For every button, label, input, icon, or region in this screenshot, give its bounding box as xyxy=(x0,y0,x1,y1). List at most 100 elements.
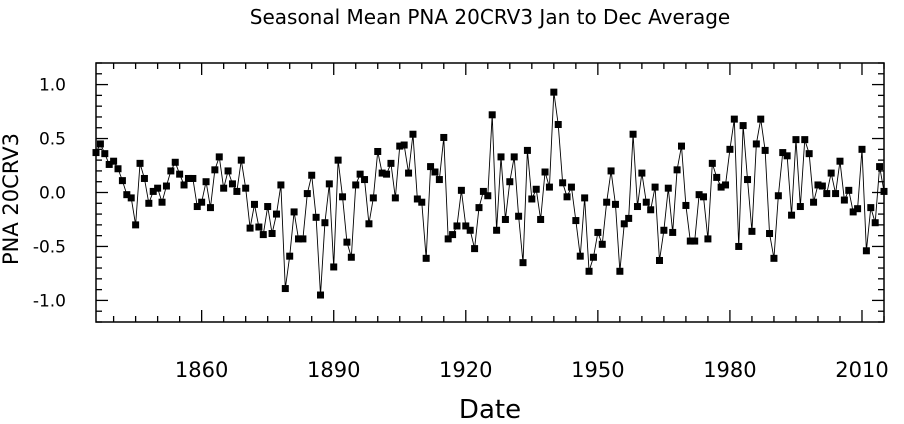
data-point xyxy=(484,192,492,200)
data-point xyxy=(611,200,619,208)
series-markers-group xyxy=(92,88,888,299)
data-point xyxy=(268,230,276,238)
y-tick-label: -0.5 xyxy=(33,237,66,257)
x-tick-label: 1890 xyxy=(307,358,360,382)
x-axis-label: Date xyxy=(459,395,521,424)
data-point xyxy=(779,149,787,157)
data-point xyxy=(479,187,487,195)
data-point xyxy=(321,219,329,227)
data-point xyxy=(545,183,553,191)
data-point xyxy=(184,174,192,182)
data-point xyxy=(369,194,377,202)
data-point xyxy=(418,198,426,206)
data-point xyxy=(136,159,144,167)
data-point xyxy=(255,223,263,231)
data-point xyxy=(198,198,206,206)
data-point xyxy=(105,160,113,168)
data-point xyxy=(673,166,681,174)
data-point xyxy=(845,186,853,194)
y-tick-label: 0.5 xyxy=(39,130,66,150)
data-point xyxy=(589,253,597,261)
data-point xyxy=(132,221,140,229)
data-point xyxy=(242,184,250,192)
data-point xyxy=(576,252,584,260)
data-point xyxy=(792,136,800,144)
data-point xyxy=(801,136,809,144)
data-point xyxy=(123,191,131,199)
data-point xyxy=(783,152,791,160)
data-point xyxy=(215,153,223,161)
data-point xyxy=(678,142,685,150)
data-point xyxy=(224,167,232,175)
data-point xyxy=(523,146,531,154)
data-point xyxy=(259,231,267,239)
data-point xyxy=(352,181,360,189)
data-point xyxy=(312,213,320,221)
data-point xyxy=(730,115,738,123)
data-point xyxy=(303,190,311,198)
data-point xyxy=(700,193,708,201)
data-point xyxy=(286,252,294,260)
data-point xyxy=(598,240,606,248)
data-point xyxy=(114,165,122,173)
data-point xyxy=(118,177,126,185)
data-point xyxy=(818,182,826,190)
data-point xyxy=(594,228,602,236)
data-point xyxy=(629,130,637,138)
data-point xyxy=(840,196,848,204)
data-point xyxy=(528,195,536,203)
data-point xyxy=(603,198,611,206)
y-tick-label: 1.0 xyxy=(39,76,66,96)
data-point xyxy=(704,235,712,243)
data-point xyxy=(532,185,540,193)
data-point xyxy=(788,211,796,219)
x-tick-label: 1980 xyxy=(703,358,756,382)
data-point xyxy=(655,256,663,264)
data-point xyxy=(607,167,615,175)
data-point xyxy=(290,208,298,216)
x-tick-label: 1920 xyxy=(439,358,492,382)
data-point xyxy=(347,253,355,261)
data-point xyxy=(246,224,254,232)
data-point xyxy=(471,245,479,253)
y-tick-label: -1.0 xyxy=(33,291,66,311)
data-point xyxy=(431,168,439,176)
data-point xyxy=(854,205,862,213)
plot-area: 1860 1890 1920 1950 1980 2010 -1.0 -0.5 0.0 0.5 1.… xyxy=(33,62,889,382)
x-tick-label: 2010 xyxy=(835,358,888,382)
data-point xyxy=(871,219,879,227)
data-point xyxy=(519,259,527,267)
data-point xyxy=(154,184,162,192)
data-point xyxy=(537,215,545,223)
data-point xyxy=(127,194,135,202)
axes-group: 1860 1890 1920 1950 1980 2010 -1.0 -0.5 0.0 0.5 1.… xyxy=(33,62,889,382)
data-point xyxy=(206,204,214,212)
data-point xyxy=(726,145,734,153)
data-point xyxy=(858,145,866,153)
data-point xyxy=(625,214,633,222)
data-point xyxy=(493,226,501,234)
data-point xyxy=(735,242,743,250)
data-point xyxy=(356,170,364,178)
data-point xyxy=(427,163,435,171)
data-point xyxy=(325,180,333,188)
data-point xyxy=(295,235,302,243)
data-point xyxy=(396,142,404,150)
data-point xyxy=(317,291,325,299)
data-point xyxy=(827,169,835,177)
data-point xyxy=(651,183,659,191)
x-tick-label: 1950 xyxy=(571,358,624,382)
data-point xyxy=(642,198,650,206)
data-point xyxy=(501,215,509,223)
data-point xyxy=(250,200,258,208)
data-point xyxy=(862,247,870,255)
data-point xyxy=(695,191,703,199)
data-point xyxy=(814,181,822,189)
data-point xyxy=(237,156,245,164)
y-axis-label: PNA 20CRV3 xyxy=(0,133,23,265)
data-point xyxy=(149,187,157,195)
data-point xyxy=(145,199,153,207)
data-point xyxy=(413,195,421,203)
data-point xyxy=(233,187,241,195)
